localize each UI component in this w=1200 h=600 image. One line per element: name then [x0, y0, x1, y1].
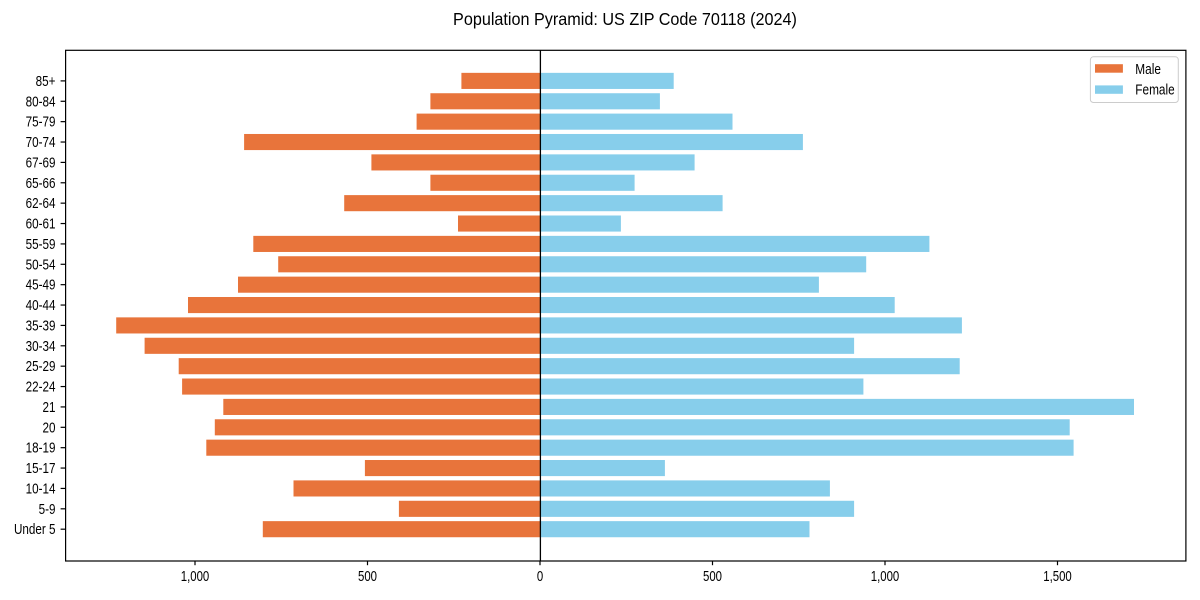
- svg-text:1,500: 1,500: [1043, 568, 1071, 585]
- svg-text:5-9: 5-9: [39, 501, 56, 518]
- svg-text:1,000: 1,000: [871, 568, 899, 585]
- svg-text:35-39: 35-39: [26, 317, 56, 334]
- svg-text:62-64: 62-64: [26, 195, 56, 212]
- svg-text:65-66: 65-66: [26, 175, 56, 192]
- svg-text:Population Pyramid: US ZIP Cod: Population Pyramid: US ZIP Code 70118 (2…: [453, 9, 797, 29]
- svg-text:85+: 85+: [36, 73, 56, 90]
- svg-text:Female: Female: [1135, 81, 1174, 97]
- svg-text:Under 5: Under 5: [14, 521, 56, 538]
- svg-text:1,000: 1,000: [181, 568, 209, 585]
- svg-text:40-44: 40-44: [26, 297, 56, 314]
- svg-text:30-34: 30-34: [26, 338, 56, 355]
- svg-text:70-74: 70-74: [26, 134, 56, 151]
- svg-text:67-69: 67-69: [26, 154, 56, 171]
- svg-text:45-49: 45-49: [26, 276, 56, 293]
- svg-text:80-84: 80-84: [26, 93, 56, 110]
- svg-text:0: 0: [537, 568, 543, 585]
- svg-text:20: 20: [42, 419, 55, 436]
- svg-text:500: 500: [703, 568, 722, 585]
- svg-text:75-79: 75-79: [26, 113, 56, 130]
- svg-text:21: 21: [42, 399, 55, 416]
- svg-text:50-54: 50-54: [26, 256, 56, 273]
- svg-text:60-61: 60-61: [26, 215, 56, 232]
- svg-text:55-59: 55-59: [26, 236, 56, 253]
- svg-text:22-24: 22-24: [26, 378, 56, 395]
- svg-text:25-29: 25-29: [26, 358, 56, 375]
- svg-text:15-17: 15-17: [26, 460, 56, 477]
- svg-text:500: 500: [358, 568, 377, 585]
- svg-text:10-14: 10-14: [26, 480, 56, 497]
- svg-text:Male: Male: [1135, 61, 1161, 77]
- svg-text:18-19: 18-19: [26, 439, 56, 456]
